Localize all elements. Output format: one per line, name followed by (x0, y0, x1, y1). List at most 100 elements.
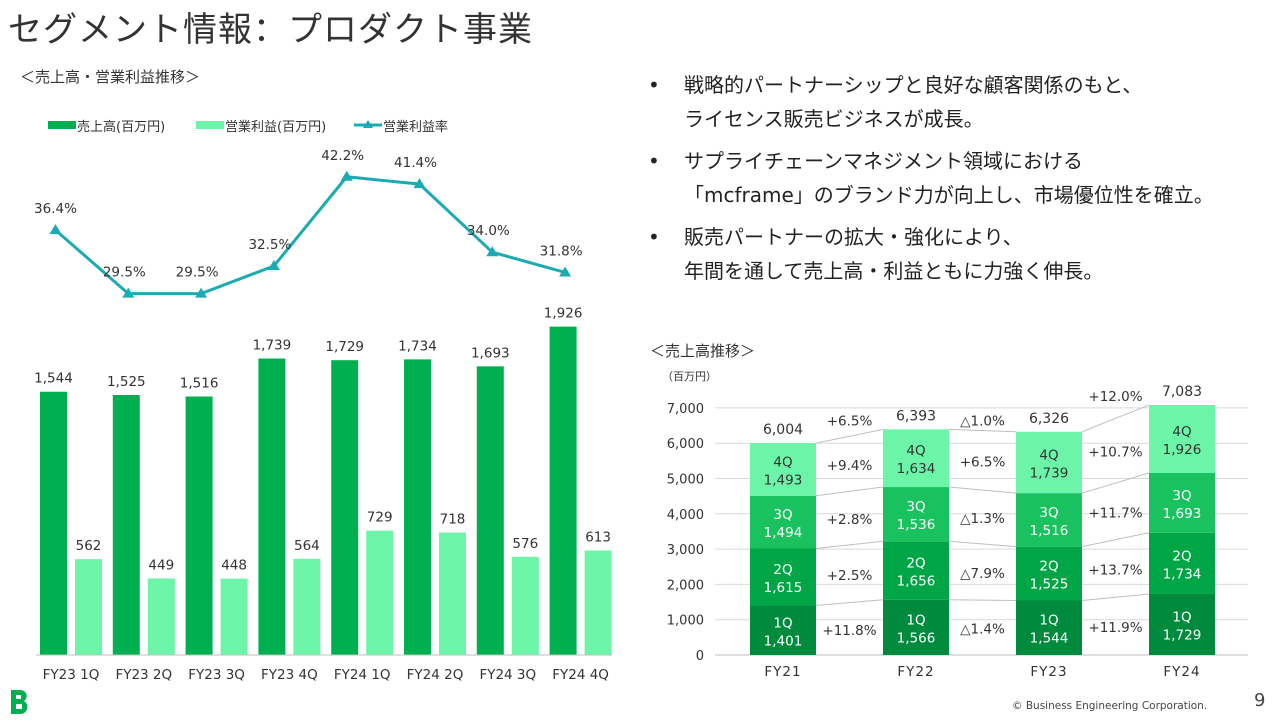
connector-line (815, 428, 884, 444)
bullet-item: • 戦略的パートナーシップと良好な顧客関係のもと、 ライセンス販売ビジネスが成長… (648, 68, 1268, 136)
bullet-text-line: 販売パートナーの拡大・強化により、 (684, 225, 1023, 249)
segment-value-label: 1,656 (897, 573, 936, 589)
segment-quarter-label: 4Q (1172, 424, 1191, 440)
segment-value-label: 1,729 (1163, 627, 1202, 643)
sales-bar (549, 326, 577, 655)
growth-rate-label: △1.3% (960, 511, 1005, 527)
y-tick-label: 5,000 (667, 473, 704, 488)
stack-segment (1016, 600, 1082, 655)
bullet-marker: • (648, 225, 660, 249)
growth-rate-label: +11.8% (822, 623, 876, 639)
connector-line (948, 599, 1017, 601)
stack-segment (883, 599, 949, 655)
profit-bar (75, 559, 102, 655)
profit-value-label: 449 (148, 557, 174, 573)
stack-segment (750, 495, 816, 549)
profit-value-label: 448 (221, 558, 247, 574)
stack-segment (1149, 532, 1215, 594)
profit-bar (584, 550, 612, 655)
sales-value-label: 1,729 (325, 339, 364, 355)
segment-value-label: 1,734 (1163, 566, 1202, 582)
segment-value-label: 1,739 (1030, 465, 1069, 481)
connector-line (948, 486, 1017, 494)
growth-rate-label: +10.7% (1088, 445, 1142, 461)
right-chart-subtitle: ＜売上高推移＞ (650, 342, 756, 360)
sales-value-label: 1,516 (180, 376, 219, 392)
left-chart-subtitle: ＜売上高・営業利益推移＞ (20, 68, 201, 86)
profit-value-label: 564 (294, 538, 320, 554)
margin-point (340, 170, 353, 181)
bullet-text-line: 年間を通して売上高・利益ともに力強く伸長。 (684, 259, 1104, 283)
stack-segment (750, 605, 816, 655)
bullet-list: • 戦略的パートナーシップと良好な顧客関係のもと、 ライセンス販売ビジネスが成長… (648, 68, 1268, 296)
x-tick-label: FY24 (1163, 664, 1200, 680)
profit-bar (220, 578, 248, 655)
margin-value-label: 32.5% (248, 237, 291, 253)
margin-line (54, 175, 566, 296)
y-tick-label: 1,000 (667, 614, 704, 629)
total-value-label: 6,326 (1029, 411, 1069, 427)
bullet-text-line: 戦略的パートナーシップと良好な顧客関係のもと、 (684, 73, 1143, 97)
growth-rate-label: +11.9% (1088, 620, 1142, 636)
margin-point (559, 266, 572, 277)
legend-swatch (48, 121, 76, 129)
profit-value-label: 562 (76, 538, 102, 554)
quarterly-sales-profit-chart: 売上高(百万円) 営業利益(百万円) 営業利益率 1,544 562 FY23 1Q 1,5… (34, 119, 612, 683)
segment-value-label: 1,634 (897, 461, 936, 477)
x-tick-label: FY24 1Q (334, 667, 391, 683)
segment-quarter-label: 1Q (1172, 609, 1191, 625)
annual-sales-stacked-chart: （百万円） 0 1,000 2,000 3,000 4,000 5,000 6,000 7,00… (662, 370, 1248, 680)
segment-value-label: 1,494 (764, 525, 803, 541)
profit-bar (293, 558, 321, 655)
profit-bar (147, 578, 175, 655)
stack-segment (1016, 431, 1082, 494)
x-tick-label: FY23 4Q (261, 667, 318, 683)
segment-quarter-label: 1Q (1039, 613, 1058, 629)
sales-bar (476, 366, 504, 655)
total-growth-label: +6.5% (827, 413, 873, 429)
stack-segment (1016, 546, 1082, 601)
x-tick-label: FY23 2Q (115, 667, 172, 683)
stack-segment (883, 487, 949, 542)
x-tick-label: FY23 (1030, 664, 1067, 680)
y-tick-label: 6,000 (667, 437, 704, 452)
growth-rate-label: +2.8% (827, 512, 873, 528)
bullet-text-line: 「mcframe」のブランド力が向上し、市場優位性を確立。 (684, 183, 1214, 207)
segment-quarter-label: 3Q (906, 499, 925, 515)
growth-rate-label: △1.4% (960, 622, 1005, 638)
segment-quarter-label: 1Q (773, 615, 792, 631)
stack-segment (750, 548, 816, 606)
total-value-label: 6,004 (763, 422, 803, 438)
legend-label: 営業利益率 (383, 119, 448, 135)
sales-value-label: 1,525 (107, 374, 146, 390)
bullet-marker: • (648, 73, 660, 97)
segment-quarter-label: 1Q (906, 612, 925, 628)
growth-rate-label: +11.7% (1088, 505, 1142, 521)
segment-value-label: 1,401 (764, 633, 803, 649)
total-growth-label: +12.0% (1088, 389, 1142, 405)
bullet-item: • 販売パートナーの拡大・強化により、 年間を通して売上高・利益ともに力強く伸長… (648, 220, 1268, 288)
bullet-marker: • (648, 149, 660, 173)
bullet-text-line: サプライチェーンマネジメント領域における (684, 149, 1083, 173)
x-tick-label: FY21 (764, 664, 801, 680)
segment-quarter-label: 2Q (1039, 559, 1058, 575)
sales-value-label: 1,544 (34, 371, 73, 387)
segment-value-label: 1,926 (1163, 442, 1202, 458)
profit-value-label: 576 (512, 536, 538, 552)
stack-segment (750, 443, 816, 496)
segment-quarter-label: 2Q (773, 562, 792, 578)
bullet-item: • サプライチェーンマネジメント領域における 「mcframe」のブランド力が向… (648, 144, 1268, 212)
bullet-text-line: ライセンス販売ビジネスが成長。 (684, 107, 984, 131)
connector-line (948, 428, 1017, 433)
segment-value-label: 1,566 (897, 630, 936, 646)
sales-bar (404, 359, 431, 655)
margin-value-label: 34.0% (467, 223, 510, 239)
stack-segment (1149, 472, 1215, 533)
segment-value-label: 1,536 (897, 517, 936, 533)
stack-segment (1149, 593, 1215, 655)
connector-line (815, 540, 884, 550)
growth-rate-label: +2.5% (827, 568, 873, 584)
connector-line (815, 599, 884, 607)
margin-point (49, 224, 62, 235)
x-tick-label: FY23 3Q (188, 667, 245, 683)
